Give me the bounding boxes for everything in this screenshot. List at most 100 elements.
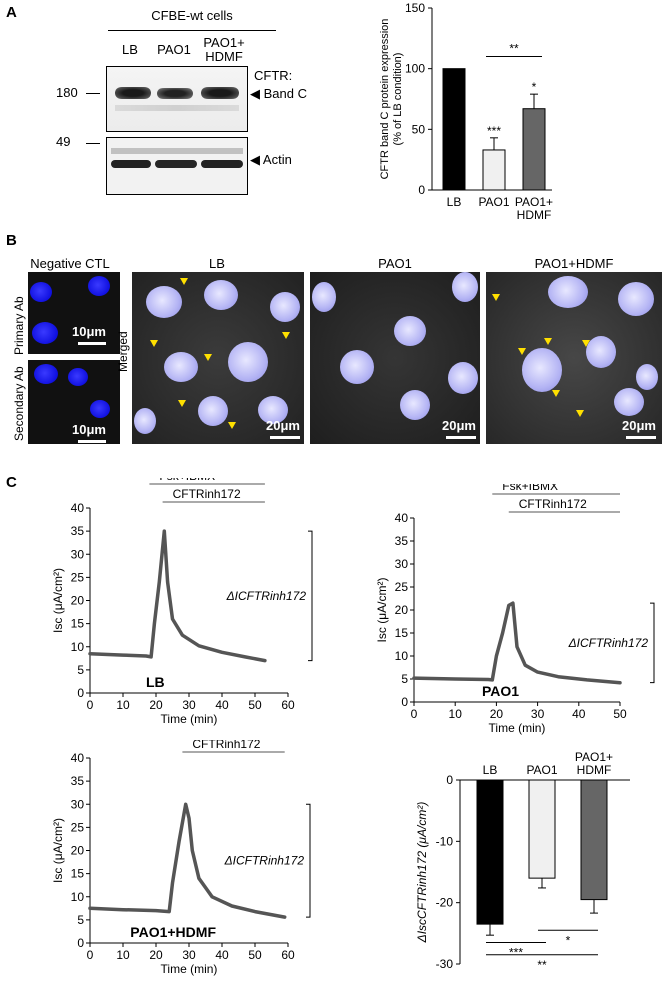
- neg-ctl-title: Negative CTL: [30, 256, 110, 271]
- blot-lane-pao1-hdmf: PAO1+ HDMF: [203, 35, 245, 64]
- trace-condition-label: PAO1: [482, 683, 519, 699]
- trace-y-tick-label: 0: [77, 686, 84, 700]
- panel-letter-b: B: [6, 232, 17, 249]
- trace-x-tick-label: 20: [149, 698, 163, 712]
- trace-x-tick-label: 0: [87, 948, 94, 962]
- trace-delta-bracket: [308, 530, 313, 662]
- trace-x-tick-label: 50: [613, 707, 627, 721]
- micro-lb: 20μm: [132, 272, 304, 444]
- a-y-tick-label: 100: [405, 62, 425, 76]
- trace-x-tick-label: 30: [531, 707, 545, 721]
- trace-x-label: Time (min): [161, 962, 218, 976]
- trace-treatment2-label: CFTRinh172: [192, 740, 260, 751]
- trace-y-tick-label: 10: [395, 649, 409, 663]
- trace-x-tick-label: 10: [116, 698, 130, 712]
- panel-letter-c: C: [6, 474, 17, 491]
- a-y-tick-label: 150: [405, 1, 425, 15]
- a-y-tick-label: 50: [412, 122, 426, 136]
- trace-x-tick-label: 60: [281, 948, 295, 962]
- trace-treatment2-label: CFTRinh172: [173, 487, 241, 501]
- blot-header-line: [108, 30, 276, 31]
- trace-x-tick-label: 30: [182, 698, 196, 712]
- trace-y-tick-label: 25: [395, 580, 409, 594]
- trace-x-tick-label: 30: [182, 948, 196, 962]
- panel-c-bar-chart: 0 -10 -20 -30 ΔIscCFTRinh172 (μA/cm²) LB PAO1 P…: [415, 750, 630, 972]
- trace-y-tick-label: 5: [77, 663, 84, 677]
- actin-label: Actin: [262, 152, 292, 167]
- trace-y-tick-label: 40: [395, 511, 409, 525]
- c-bar: [528, 779, 556, 879]
- c-x-tick-label: PAO1+ HDMF: [575, 750, 613, 777]
- cftr-label: CFTR:: [254, 68, 293, 83]
- trace-y-tick-label: 25: [71, 820, 85, 834]
- a-x-tick-label: PAO1: [478, 195, 509, 209]
- a-bar: [442, 68, 466, 191]
- trace-y-label: Isc (μA/cm²): [375, 578, 389, 643]
- trace-y-tick-label: 35: [71, 524, 85, 538]
- trace-x-label: Time (min): [161, 712, 218, 726]
- c-x-tick-label: LB: [483, 763, 498, 777]
- a-y-label: CFTR band C protein expression(% of LB c…: [379, 19, 404, 180]
- micro-pao1-hdmf: 20μm: [486, 272, 662, 444]
- a-sig-label: *: [532, 80, 537, 94]
- c-y-tick-label: 0: [446, 773, 453, 787]
- merged-label: Merged: [116, 331, 130, 373]
- scale-bar-lb: [270, 436, 300, 439]
- c-y-tick-label: -20: [436, 896, 454, 910]
- scale-bar-pao1-hdmf: [626, 436, 656, 439]
- trace-y-tick-label: 40: [71, 501, 85, 515]
- trace-x-tick-label: 40: [215, 948, 229, 962]
- scale-bar-primary: [78, 342, 106, 345]
- trace-y-tick-label: 25: [71, 570, 85, 584]
- trace-delta-label: ΔICFTRinh172: [224, 854, 305, 868]
- trace-treatment2-label: CFTRinh172: [519, 497, 587, 511]
- mw-180: 180: [56, 85, 78, 100]
- blot-lane-lb: LB: [122, 42, 138, 57]
- scale-bar-secondary: [78, 440, 106, 443]
- scale-label-lb: 20μm: [266, 418, 300, 433]
- western-blot: CFBE-wt cells LB PAO1 PAO1+ HDMF 180 CFT…: [0, 0, 330, 230]
- c-y-label: ΔIscCFTRinh172 (μA/cm²): [415, 802, 429, 944]
- trace-y-tick-label: 35: [395, 534, 409, 548]
- blot-header: CFBE-wt cells: [151, 8, 233, 23]
- trace-y-tick-label: 40: [71, 751, 85, 765]
- c-y-tick-label: -10: [436, 834, 454, 848]
- trace-y-tick-label: 15: [71, 617, 85, 631]
- scale-label-primary: 10μm: [72, 324, 106, 339]
- trace-x-tick-label: 10: [449, 707, 463, 721]
- c-bar: [476, 779, 504, 925]
- c-bracket-label: **: [537, 958, 547, 972]
- trace-lb: 0 5 10 15 20 25 30 35 40 0 10 20 30 40 50 60 Time (min) I…: [51, 478, 313, 726]
- panel-letter-a: A: [6, 4, 17, 21]
- trace-y-tick-label: 20: [395, 603, 409, 617]
- blot-membrane-actin: [106, 137, 248, 195]
- trace-y-tick-label: 10: [71, 640, 85, 654]
- mw-49-tick: [86, 143, 100, 144]
- trace-x-tick-label: 50: [248, 948, 262, 962]
- trace-y-tick-label: 30: [71, 797, 85, 811]
- scale-label-pao1: 20μm: [442, 418, 476, 433]
- c-y-tick-label: -30: [436, 957, 454, 971]
- trace-delta-bracket: [306, 803, 311, 918]
- a-x-tick-label: PAO1+ HDMF: [515, 195, 553, 222]
- micro-title-lb: LB: [209, 256, 225, 271]
- trace-y-tick-label: 20: [71, 594, 85, 608]
- mw-180-tick: [86, 93, 100, 94]
- trace-delta-bracket: [650, 602, 655, 684]
- a-y-tick-label: 0: [418, 183, 425, 197]
- trace-y-tick-label: 0: [401, 695, 408, 709]
- trace-y-label: Isc (μA/cm²): [51, 818, 65, 883]
- trace-x-tick-label: 10: [116, 948, 130, 962]
- trace-y-tick-label: 35: [71, 774, 85, 788]
- trace-treatment1-label: Fsk+IBMX: [502, 484, 558, 493]
- c-bracket-label: *: [566, 933, 571, 947]
- trace-delta-label: ΔICFTRinh172: [226, 589, 307, 603]
- band-c-label: Band C: [263, 86, 307, 101]
- trace-delta-label: ΔICFTRinh172: [568, 636, 649, 650]
- c-x-tick-label: PAO1: [526, 763, 557, 777]
- blot-lane-pao1: PAO1: [157, 42, 191, 57]
- trace-condition-label: LB: [146, 674, 165, 690]
- trace-y-tick-label: 5: [77, 913, 84, 927]
- trace-x-tick-label: 20: [490, 707, 504, 721]
